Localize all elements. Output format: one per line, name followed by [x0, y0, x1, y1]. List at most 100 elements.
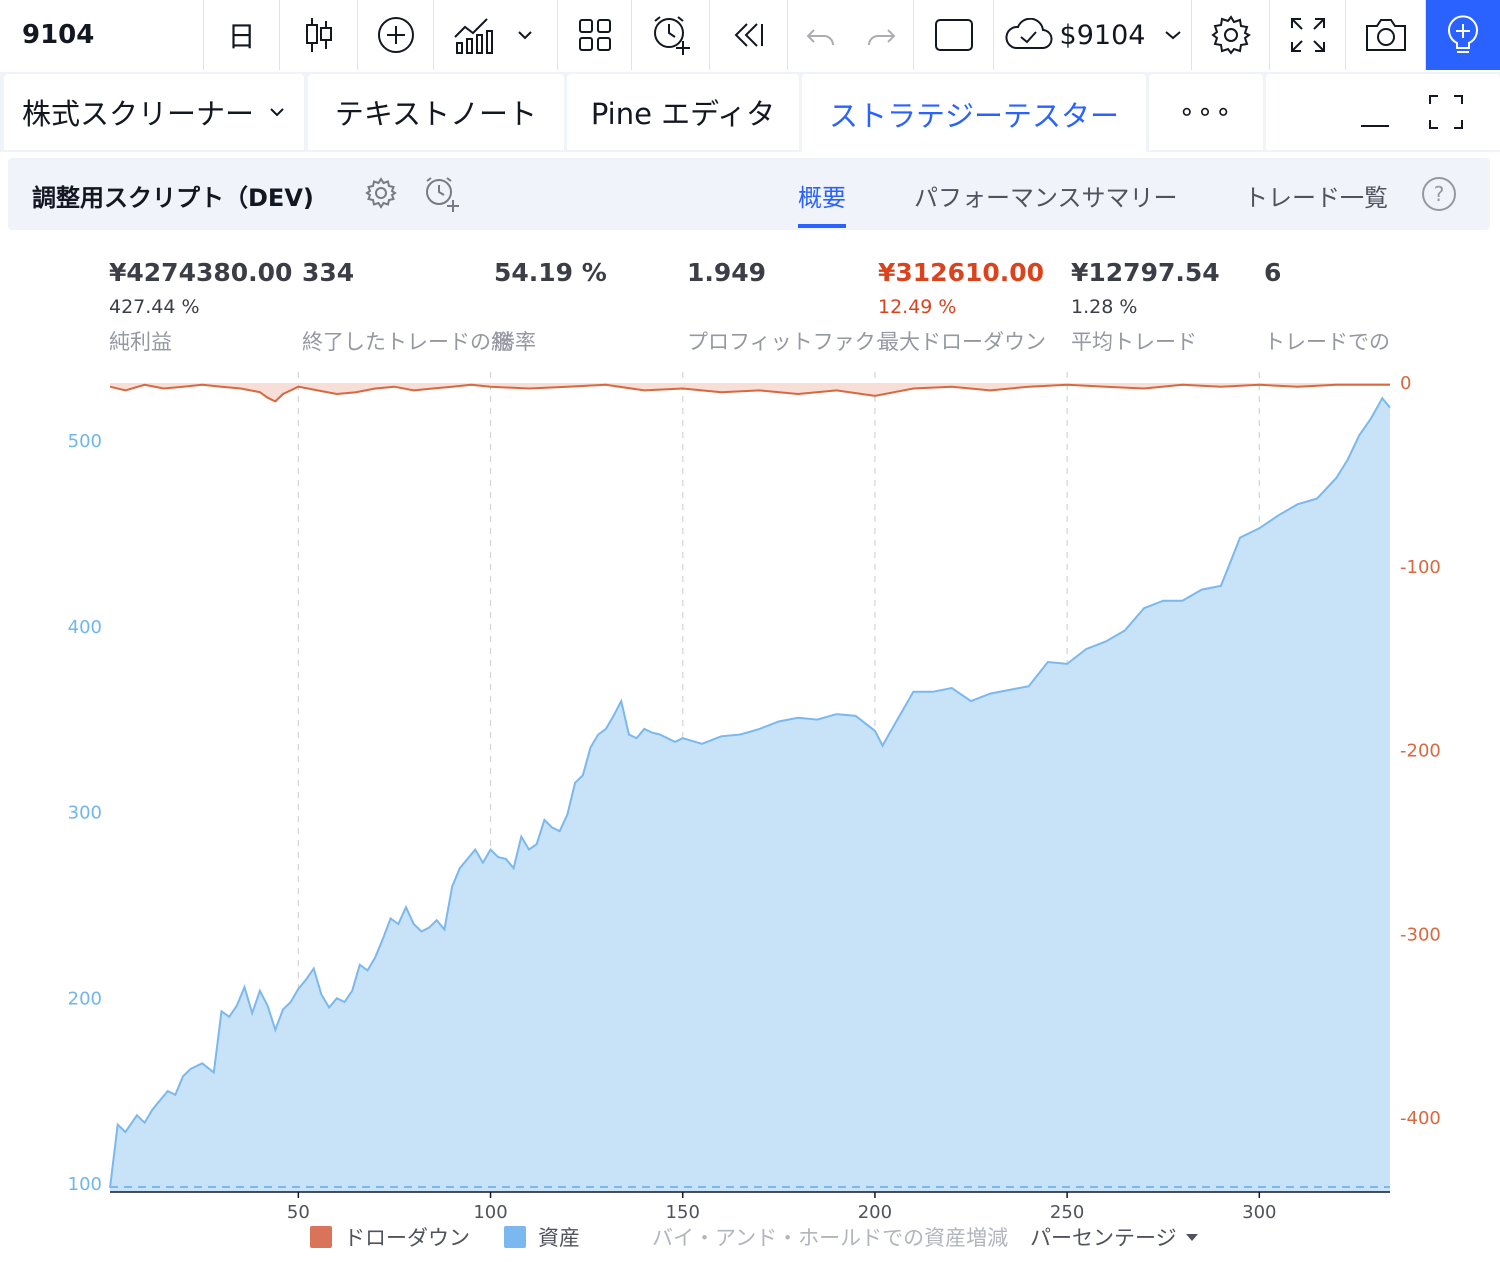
percentage-dropdown-label: パーセンテージ	[1030, 1226, 1177, 1250]
metric-sub	[687, 292, 879, 322]
right-tick-label: -400	[1400, 1108, 1441, 1129]
legend-drawdown-swatch	[310, 1226, 332, 1248]
x-tick-label: 50	[287, 1202, 310, 1222]
chart-legend: ドローダウン 資産 バイ・アンド・ホールドでの資産増減 パーセンテージ	[0, 1222, 1500, 1258]
right-tick-label: -200	[1400, 741, 1441, 762]
undo-icon[interactable]	[806, 20, 896, 50]
indicators-icon	[453, 18, 532, 54]
candles-icon[interactable]	[280, 0, 358, 70]
legend-drawdown[interactable]: ドローダウン	[310, 1222, 470, 1252]
tab-text-notes[interactable]: テキストノート	[308, 74, 564, 150]
active-tab-indicator	[798, 224, 846, 228]
right-axis: 0 -100 -200 -300 -400	[1400, 373, 1441, 1129]
interval-button[interactable]: 日	[204, 0, 280, 70]
metric-value: ¥4274380.00	[109, 258, 293, 287]
left-tick-label: 500	[68, 431, 102, 452]
legend-buy-hold[interactable]: バイ・アンド・ホールドでの資産増減	[652, 1226, 1009, 1250]
left-tick-label: 200	[68, 988, 102, 1009]
metric-sub	[494, 292, 686, 322]
tab-trade-list[interactable]: トレード一覧	[1244, 184, 1388, 212]
metric-label: 平均トレード	[1071, 330, 1197, 354]
left-tick-label: 300	[68, 803, 102, 824]
maximize-icon[interactable]	[1428, 94, 1464, 130]
metric-avg-bars: 6 トレードでの平均足数	[1264, 256, 1390, 360]
metric-max-drawdown: ¥312610.00 12.49 % 最大ドローダウン	[878, 256, 1070, 360]
metric-label: 最大ドローダウン	[878, 330, 1046, 354]
metric-value: ¥12797.54	[1071, 258, 1220, 287]
x-tick-label: 200	[858, 1202, 892, 1222]
metric-sub: 12.49 %	[878, 296, 957, 318]
right-tick-label: 0	[1400, 373, 1411, 394]
metric-label: 純利益	[109, 330, 172, 354]
cloud-label: $9104	[1059, 19, 1146, 51]
equity-line	[109, 396, 1391, 1188]
indicators-button[interactable]	[434, 0, 558, 70]
tab-overview[interactable]: 概要	[798, 184, 846, 212]
caret-down-icon	[1185, 1234, 1198, 1241]
bottom-panel-tabs: 株式スクリーナー テキストノート Pine エディタ ストラテジーテスター ∘∘…	[0, 72, 1500, 154]
metric-profit-factor: 1.949 プロフィットファクター	[687, 256, 879, 360]
replay-icon[interactable]	[710, 0, 788, 70]
undo-redo-group	[788, 0, 914, 70]
more-tabs-button[interactable]: ∘∘∘	[1149, 74, 1263, 150]
add-circle-icon[interactable]	[358, 0, 434, 70]
right-tick-label: -300	[1400, 924, 1441, 945]
tab-performance-summary[interactable]: パフォーマンスサマリー	[914, 184, 1178, 212]
metric-value: 54.19 %	[494, 258, 607, 287]
metric-value: 6	[1264, 258, 1282, 287]
left-axis: 100 200 300 400 500	[68, 431, 102, 1195]
panel-window-controls	[1266, 74, 1500, 150]
metric-label: 終了したトレードの総数	[302, 330, 512, 354]
strategy-header: 調整用スクリプト（DEV) 概要 パフォーマンスサマリー トレード一覧 ?	[8, 158, 1490, 230]
cloud-save-button[interactable]: $9104	[994, 0, 1192, 70]
help-icon[interactable]: ?	[1422, 177, 1456, 211]
alert-add-icon[interactable]	[632, 0, 710, 70]
strategy-title: 調整用スクリプト（DEV)	[32, 184, 314, 212]
layout-icon[interactable]	[558, 0, 632, 70]
drawdown-line	[109, 383, 1390, 403]
metric-avg-trade: ¥12797.54 1.28 % 平均トレード	[1071, 256, 1263, 360]
legend-equity[interactable]: 資産	[504, 1222, 580, 1252]
legend-equity-label: 資産	[538, 1226, 580, 1250]
metric-value: ¥312610.00	[878, 258, 1045, 287]
symbol-search[interactable]: 9104	[0, 0, 204, 70]
left-tick-label: 100	[68, 1174, 102, 1195]
metric-sub: 427.44 %	[109, 296, 200, 318]
fullscreen-icon[interactable]	[1270, 0, 1346, 70]
cloud-check-icon	[1005, 18, 1053, 50]
metric-sub	[1264, 292, 1390, 322]
legend-drawdown-label: ドローダウン	[344, 1226, 470, 1250]
x-tick-label: 250	[1050, 1202, 1084, 1222]
minimize-icon[interactable]	[1358, 96, 1392, 130]
strategy-settings-icon[interactable]	[364, 176, 398, 210]
x-axis: 50 100 150 200 250 300	[287, 1192, 1276, 1222]
square-icon[interactable]	[914, 0, 994, 70]
camera-icon[interactable]	[1346, 0, 1426, 70]
metric-total-closed-trades: 334 終了したトレードの総数	[302, 256, 512, 360]
gear-icon[interactable]	[1192, 0, 1270, 70]
x-tick-label: 100	[473, 1202, 507, 1222]
tab-stock-screener-label: 株式スクリーナー	[21, 97, 254, 131]
metric-label: 勝率	[494, 330, 536, 354]
metric-sub: 1.28 %	[1071, 296, 1138, 318]
tab-pine-editor[interactable]: Pine エディタ	[567, 74, 799, 150]
drawdown-area	[110, 383, 1390, 402]
chevron-down-icon	[270, 108, 284, 117]
tab-strategy-tester[interactable]: ストラテジーテスター	[802, 74, 1146, 154]
tab-stock-screener[interactable]: 株式スクリーナー	[4, 74, 304, 150]
metric-net-profit: ¥4274380.00 427.44 % 純利益	[109, 256, 301, 360]
strategy-alert-icon[interactable]	[422, 174, 462, 214]
metric-label: トレードでの平均足数	[1264, 330, 1390, 354]
help-icon-label: ?	[1433, 182, 1445, 206]
metric-value: 334	[302, 258, 355, 287]
top-toolbar: 9104 日 $9104	[0, 0, 1500, 73]
metric-value: 1.949	[687, 258, 767, 287]
right-tick-label: -100	[1400, 557, 1441, 578]
metric-win-rate: 54.19 % 勝率	[494, 256, 686, 360]
legend-equity-swatch	[504, 1226, 526, 1248]
equity-area	[110, 398, 1390, 1192]
left-tick-label: 400	[68, 617, 102, 638]
lightbulb-icon[interactable]	[1426, 0, 1500, 70]
percentage-dropdown[interactable]: パーセンテージ	[1030, 1222, 1199, 1252]
